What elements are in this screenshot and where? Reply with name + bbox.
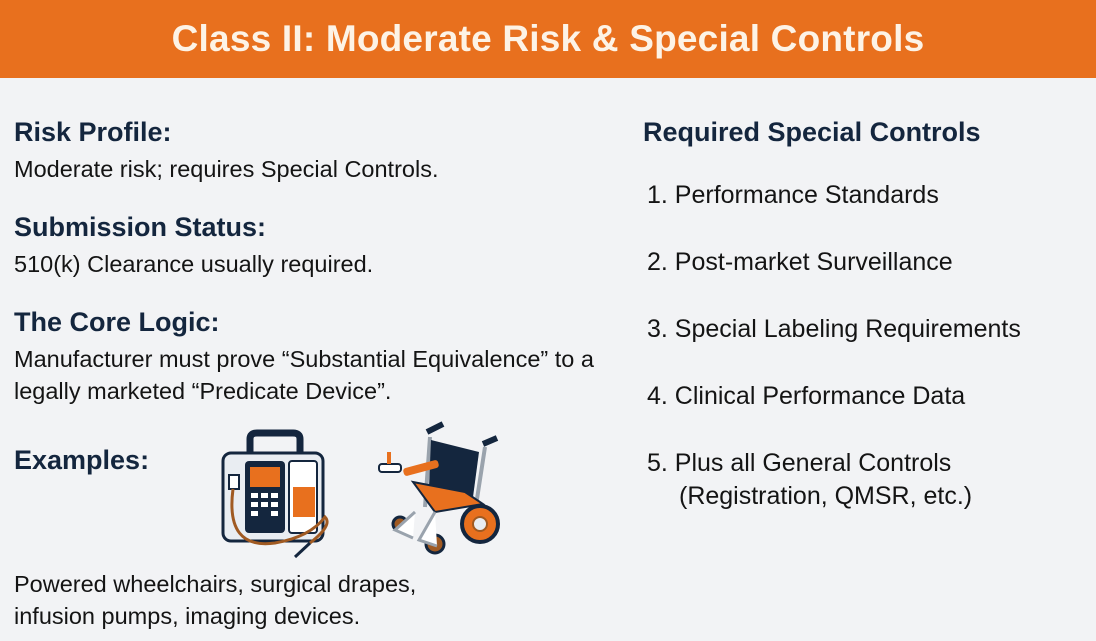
control-item: 1. Performance Standards: [647, 181, 939, 209]
control-item: 3. Special Labeling Requirements: [647, 315, 1021, 343]
submission-status-text: 510(k) Clearance usually required.: [14, 251, 374, 277]
core-logic-heading: The Core Logic:: [14, 307, 220, 337]
control-item-detail: (Registration, QMSR, etc.): [679, 482, 973, 510]
risk-profile-text: Moderate risk; requires Special Controls…: [14, 156, 439, 182]
control-item: 4. Clinical Performance Data: [647, 382, 966, 410]
examples-heading: Examples:: [14, 445, 150, 475]
examples-text: Powered wheelchairs, surgical drapes, in…: [14, 571, 417, 629]
infusion-pump-icon: [221, 429, 329, 559]
page-title: Class II: Moderate Risk & Special Contro…: [171, 18, 925, 59]
core-logic-text: Manufacturer must prove “Substantial Equ…: [14, 346, 594, 404]
control-item: 2. Post-market Surveillance: [647, 248, 953, 276]
title-banner: Class II: Moderate Risk & Special Contro…: [0, 0, 1096, 78]
wheelchair-icon: [378, 421, 500, 555]
submission-status-heading: Submission Status:: [14, 212, 267, 242]
special-controls-heading: Required Special Controls: [643, 117, 981, 147]
control-item: 5. Plus all General Controls: [647, 449, 952, 477]
risk-profile-heading: Risk Profile:: [14, 117, 172, 147]
